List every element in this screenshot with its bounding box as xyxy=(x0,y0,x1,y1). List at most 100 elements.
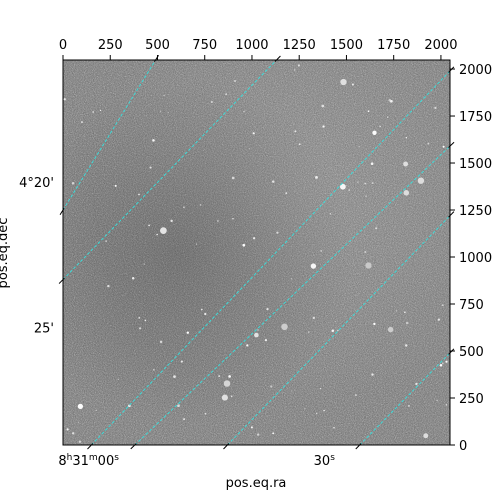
star xyxy=(183,418,186,421)
wcs-tick-marks xyxy=(58,54,455,450)
star xyxy=(107,284,110,288)
star xyxy=(337,329,339,332)
star xyxy=(92,111,94,113)
star xyxy=(77,403,84,410)
star xyxy=(321,104,325,108)
star xyxy=(254,332,259,338)
star xyxy=(310,263,317,269)
wcs-tick-1-0 xyxy=(58,277,65,284)
star xyxy=(105,240,107,242)
right-tick-label-7: 1750 xyxy=(459,110,492,125)
star xyxy=(78,440,82,443)
star xyxy=(138,193,140,196)
star xyxy=(272,432,275,435)
grid-line-5 xyxy=(359,352,450,445)
top-pixel-axis: 0 250 500 750 1000 1250 1500 1750 2000 xyxy=(59,38,457,60)
star xyxy=(290,278,293,280)
star xyxy=(427,142,430,145)
star xyxy=(423,433,429,439)
star xyxy=(138,317,141,319)
star xyxy=(173,375,176,378)
star xyxy=(441,304,444,307)
star xyxy=(243,110,245,113)
star xyxy=(152,368,155,371)
star xyxy=(379,125,381,128)
star xyxy=(315,176,318,179)
star xyxy=(248,148,250,150)
star xyxy=(271,180,275,183)
plot-frame xyxy=(62,59,451,446)
star xyxy=(365,195,367,197)
star xyxy=(357,181,359,183)
star xyxy=(246,344,249,347)
star xyxy=(333,426,335,429)
right-tick-label-4: 1000 xyxy=(459,251,492,266)
grid-line-2 xyxy=(63,60,157,211)
star xyxy=(294,130,297,133)
grid-line-1 xyxy=(63,60,277,280)
star xyxy=(99,109,102,112)
star xyxy=(298,143,301,145)
star xyxy=(170,219,173,223)
star xyxy=(257,329,259,331)
wcs-tick-5-1 xyxy=(448,348,455,355)
wcs-tick-0-1 xyxy=(448,141,455,148)
star xyxy=(437,318,441,321)
star xyxy=(195,243,198,245)
star xyxy=(252,132,255,135)
star xyxy=(375,227,378,230)
star xyxy=(228,375,231,378)
star xyxy=(372,130,377,135)
top-tick-label-5: 1250 xyxy=(283,38,316,53)
star xyxy=(204,412,207,415)
star xyxy=(291,390,293,392)
star xyxy=(223,380,231,387)
star xyxy=(183,206,185,209)
wcs-tick-4-0 xyxy=(223,443,230,450)
star xyxy=(242,243,246,247)
star xyxy=(373,322,376,326)
star xyxy=(266,308,269,311)
star xyxy=(250,426,253,429)
star xyxy=(405,137,407,139)
ra-label-0: 8h31m00s xyxy=(58,453,119,469)
star xyxy=(436,399,438,402)
star xyxy=(66,428,69,431)
star xyxy=(417,177,425,184)
star xyxy=(340,78,347,86)
star xyxy=(312,316,316,320)
star xyxy=(63,98,66,101)
star xyxy=(390,99,393,103)
star xyxy=(403,161,409,167)
star xyxy=(308,331,310,333)
right-tick-label-0: 0 xyxy=(459,439,467,454)
star xyxy=(264,338,268,342)
wcs-tick-1-1 xyxy=(274,55,281,62)
star xyxy=(276,231,279,234)
star xyxy=(335,320,337,323)
star xyxy=(371,182,374,185)
top-tick-label-3: 750 xyxy=(192,38,217,53)
star xyxy=(257,433,260,436)
top-tick-label-6: 1500 xyxy=(330,38,363,53)
star xyxy=(71,432,75,435)
top-tick-label-1: 250 xyxy=(98,38,123,53)
right-tick-label-8: 2000 xyxy=(459,63,492,78)
star xyxy=(407,404,410,407)
star xyxy=(210,101,213,103)
star xyxy=(177,404,180,408)
star xyxy=(442,145,445,148)
star xyxy=(293,69,296,71)
star xyxy=(434,106,437,110)
star xyxy=(117,378,119,380)
star xyxy=(78,421,80,423)
star xyxy=(365,262,372,269)
grid-line-0 xyxy=(134,145,450,445)
star xyxy=(323,409,325,412)
star xyxy=(395,310,398,312)
star xyxy=(387,116,389,118)
star xyxy=(442,362,444,365)
star xyxy=(144,319,147,322)
star xyxy=(204,312,207,316)
star xyxy=(80,121,83,124)
